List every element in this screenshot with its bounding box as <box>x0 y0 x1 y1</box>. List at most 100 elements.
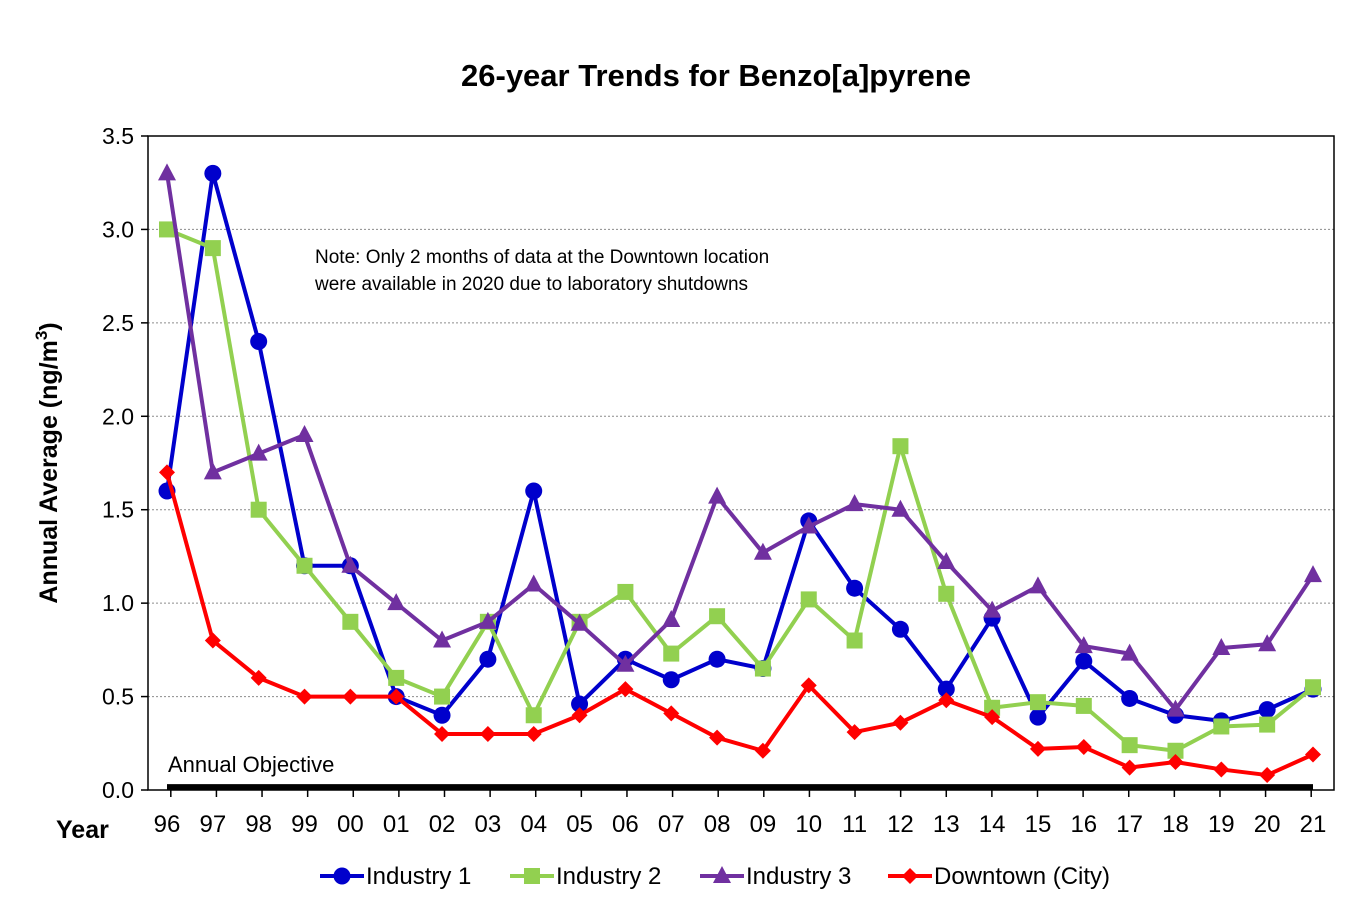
x-axis-label: Year <box>56 816 109 844</box>
data-point <box>204 164 222 182</box>
y-tick-label: 0.5 <box>102 684 134 710</box>
data-point <box>753 542 772 560</box>
data-point <box>250 501 267 518</box>
data-point <box>1029 694 1046 711</box>
data-point <box>1213 761 1230 778</box>
data-point <box>525 707 542 724</box>
legend-marker <box>902 868 918 884</box>
x-tick-label: 19 <box>1208 811 1235 838</box>
data-point <box>663 705 680 722</box>
y-tick-label: 1.5 <box>102 497 134 523</box>
series-line <box>166 227 1315 753</box>
data-point <box>388 688 405 705</box>
series-line <box>165 171 1314 723</box>
y-tick-label: 3.0 <box>102 216 134 242</box>
data-point <box>617 681 634 698</box>
data-point <box>204 632 221 649</box>
x-tick-label: 17 <box>1116 811 1143 838</box>
data-point <box>800 677 817 694</box>
data-point <box>434 688 451 705</box>
data-point <box>1213 718 1230 735</box>
data-point <box>1258 701 1276 719</box>
legend: Industry 1 Industry 2 Industry 3 Downtown (… <box>320 863 1110 890</box>
legend-marker <box>713 866 731 883</box>
data-point <box>525 725 542 742</box>
data-point <box>1166 699 1185 717</box>
data-point <box>434 725 451 742</box>
legend-marker <box>524 868 540 884</box>
y-tick-label: 0.0 <box>102 777 134 803</box>
x-tick-label: 09 <box>750 811 777 838</box>
data-point <box>1121 737 1138 754</box>
data-point <box>799 516 818 534</box>
x-tick-label: 02 <box>429 811 456 838</box>
series-group <box>158 163 1322 784</box>
data-point <box>662 609 681 627</box>
legend-label: Industry 3 <box>746 863 851 890</box>
x-tick-label: 01 <box>383 811 410 838</box>
series-2 <box>159 221 1321 759</box>
data-point <box>250 669 267 686</box>
x-tick-label: 18 <box>1162 811 1189 838</box>
data-point <box>342 688 359 705</box>
x-tick-label: 10 <box>795 811 822 838</box>
data-point <box>984 709 1001 726</box>
y-axis-ticks: 0.0 0.5 1.0 1.5 2.0 2.5 3.0 3.5 <box>102 123 148 803</box>
legend-item: Industry 2 <box>510 863 661 890</box>
data-point <box>984 699 1001 716</box>
legend-marker <box>333 867 351 885</box>
data-point <box>571 695 589 713</box>
data-point <box>1075 697 1092 714</box>
legend-item: Industry 3 <box>700 863 851 890</box>
data-point <box>341 555 360 573</box>
data-point <box>846 724 863 741</box>
data-point <box>1167 753 1184 770</box>
data-point <box>433 630 452 648</box>
x-tick-label: 98 <box>245 811 272 838</box>
x-tick-label: 99 <box>291 811 318 838</box>
y-axis-label-superscript: 3 <box>32 331 51 340</box>
data-point <box>1305 679 1321 696</box>
note-line-2: were available in 2020 due to laboratory… <box>314 274 748 295</box>
data-point <box>937 552 956 570</box>
data-point <box>754 660 771 677</box>
data-point <box>1074 636 1093 654</box>
data-point <box>938 585 955 602</box>
x-tick-label: 04 <box>520 811 547 838</box>
x-tick-label: 06 <box>612 811 639 838</box>
data-point <box>1304 565 1322 583</box>
data-point <box>158 163 176 181</box>
data-point <box>937 680 955 698</box>
y-axis-label-suffix: ) <box>35 322 63 330</box>
legend-label: Industry 1 <box>366 863 471 890</box>
data-point <box>1167 742 1184 759</box>
data-point <box>159 464 175 481</box>
x-tick-label: 15 <box>1025 811 1052 838</box>
data-point <box>479 650 497 668</box>
data-point <box>662 671 680 689</box>
data-point <box>249 443 268 461</box>
y-axis-label: Annual Average (ng/m3) <box>32 322 63 603</box>
x-tick-label: 00 <box>337 811 364 838</box>
data-point <box>571 707 588 724</box>
data-point <box>1120 643 1139 661</box>
x-tick-label: 03 <box>475 811 502 838</box>
data-point <box>1121 759 1138 776</box>
data-point <box>983 600 1002 618</box>
x-tick-label: 21 <box>1300 811 1327 838</box>
legend-item: Industry 1 <box>320 863 471 890</box>
data-point <box>203 462 222 480</box>
data-point <box>524 574 543 592</box>
data-point <box>1258 634 1277 652</box>
y-tick-label: 2.0 <box>102 403 134 429</box>
data-point <box>892 714 909 731</box>
x-tick-label: 05 <box>566 811 593 838</box>
plot-area-border <box>147 135 1335 791</box>
data-point <box>295 424 314 442</box>
x-tick-label: 07 <box>658 811 685 838</box>
x-tick-label: 13 <box>933 811 960 838</box>
data-point <box>525 482 543 500</box>
data-point <box>1212 637 1231 655</box>
data-point <box>709 608 726 625</box>
data-point <box>617 583 634 600</box>
